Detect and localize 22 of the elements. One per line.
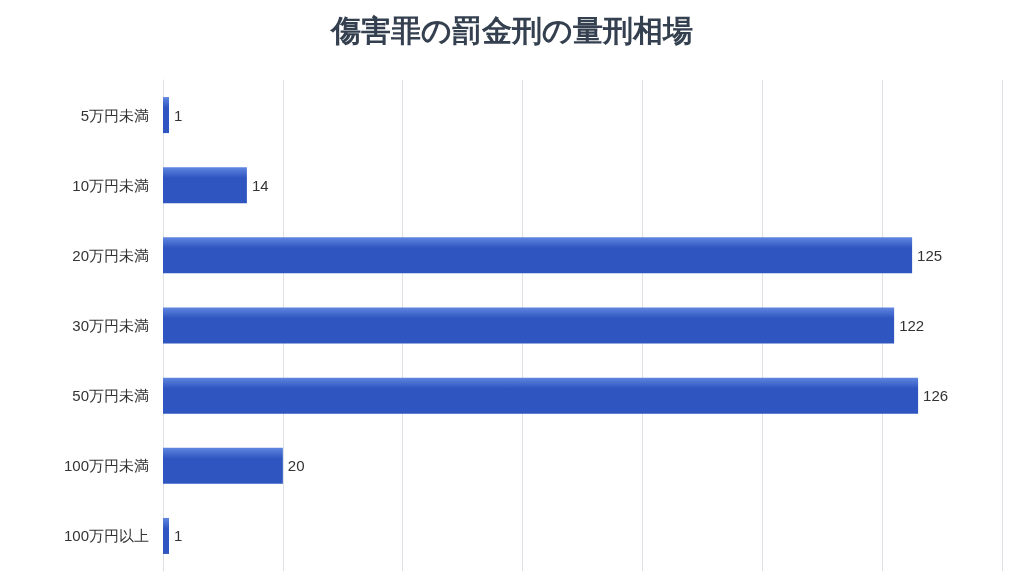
data-label: 122 (899, 317, 925, 334)
bar (163, 167, 247, 204)
y-tick-label: 5万円未満 (80, 106, 149, 124)
y-tick-label: 100万円未満 (63, 457, 149, 475)
data-label: 125 (917, 246, 943, 264)
bar (163, 237, 913, 274)
bar (163, 97, 169, 134)
data-label: 1 (173, 527, 183, 545)
y-tick-label: 100万円以上 (63, 527, 149, 545)
y-tick-label: 20万円未満 (72, 246, 149, 264)
bar (163, 377, 919, 414)
bar (163, 307, 895, 344)
y-tick-label: 50万円未満 (72, 387, 149, 405)
data-label: 1 (173, 106, 183, 124)
data-label: 126 (923, 387, 949, 405)
bar (163, 517, 169, 554)
y-tick-label: 10万円未満 (72, 176, 149, 194)
chart-title: 傷害罪の罰金刑の量刑相場 (329, 13, 693, 47)
data-label: 14 (251, 176, 269, 194)
y-tick-label: 30万円未満 (72, 317, 149, 334)
bar (163, 447, 283, 484)
data-label: 20 (287, 457, 305, 475)
